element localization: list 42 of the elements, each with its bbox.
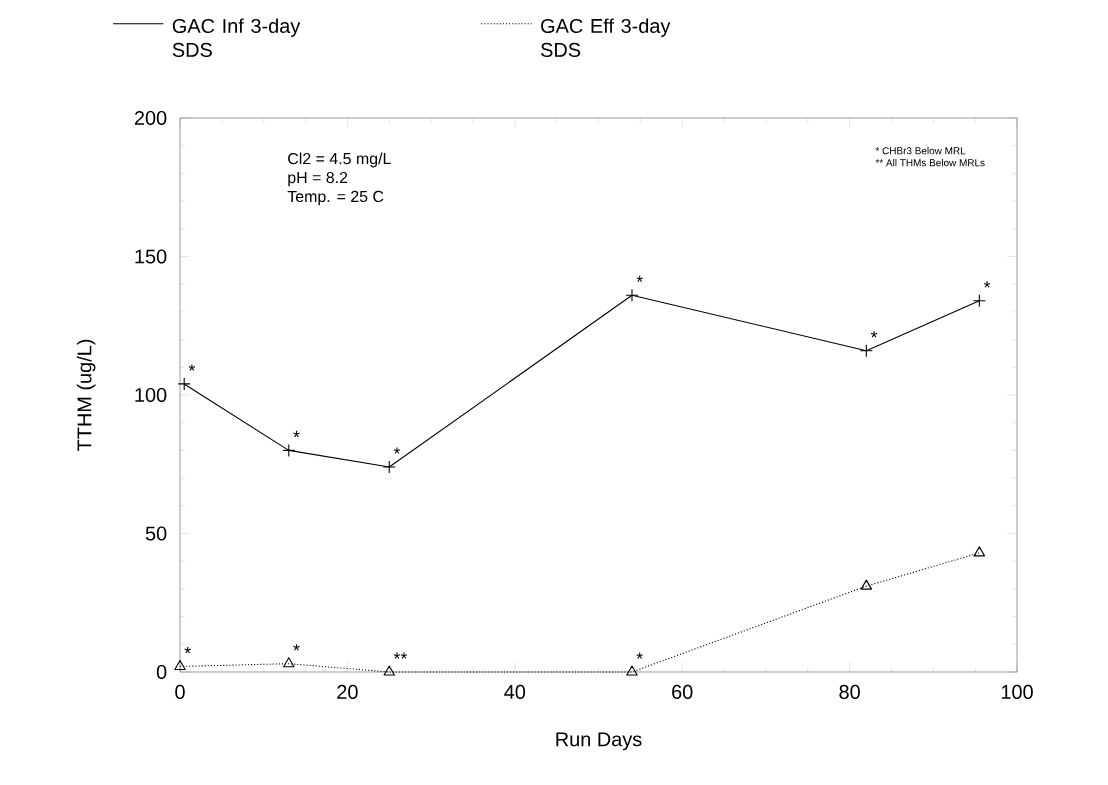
- y-tick-label: 200: [134, 110, 167, 126]
- annotation: *: [636, 652, 643, 659]
- annotation: *: [293, 430, 300, 438]
- point: [859, 344, 873, 358]
- x-axis-title: Run Days: [556, 732, 642, 751]
- x-tick-label: 100: [1001, 684, 1033, 699]
- annotation: Cl2 = 4.5 mg/L: [288, 152, 391, 168]
- legend-label: GAC Eff 3-day SDS: [541, 18, 671, 57]
- annotation: *: [870, 331, 878, 338]
- y-tick-label: 150: [135, 249, 167, 264]
- annotation: **: [393, 652, 408, 659]
- y-axis-title: TTHM (ug/L): [76, 339, 96, 451]
- annotation: * CHBr3 Below MRL: [875, 146, 966, 155]
- x-tick-label: 0: [175, 684, 185, 699]
- legend-label: GAC Inf 3-day SDS: [172, 18, 301, 57]
- x-tick-label: 40: [504, 684, 526, 699]
- point: [174, 659, 186, 671]
- x-tick-label: 60: [672, 684, 693, 699]
- point: [973, 546, 986, 557]
- annotation: Temp. = 25 C: [287, 190, 384, 206]
- point: [282, 443, 296, 457]
- y-tick-label: 50: [145, 526, 167, 541]
- y-tick-label: 0: [156, 664, 167, 680]
- annotation: *: [293, 644, 300, 651]
- annotation: *: [184, 646, 191, 654]
- point: [283, 657, 295, 668]
- y-tick-label: 100: [135, 387, 167, 403]
- point: [177, 377, 191, 391]
- annotation: *: [188, 364, 196, 371]
- x-tick-label: 20: [337, 684, 358, 699]
- point: [382, 460, 396, 474]
- point: [625, 288, 639, 302]
- annotation: *: [983, 281, 991, 288]
- annotation: ** All THMs Below MRLs: [875, 158, 985, 167]
- point: [860, 579, 873, 590]
- annotation: *: [636, 275, 643, 283]
- x-tick-label: 80: [839, 684, 860, 699]
- point: [383, 665, 395, 676]
- point: [972, 294, 986, 308]
- annotation: pH = 8.2: [288, 171, 348, 187]
- point: [626, 665, 638, 676]
- annotation: *: [393, 447, 401, 454]
